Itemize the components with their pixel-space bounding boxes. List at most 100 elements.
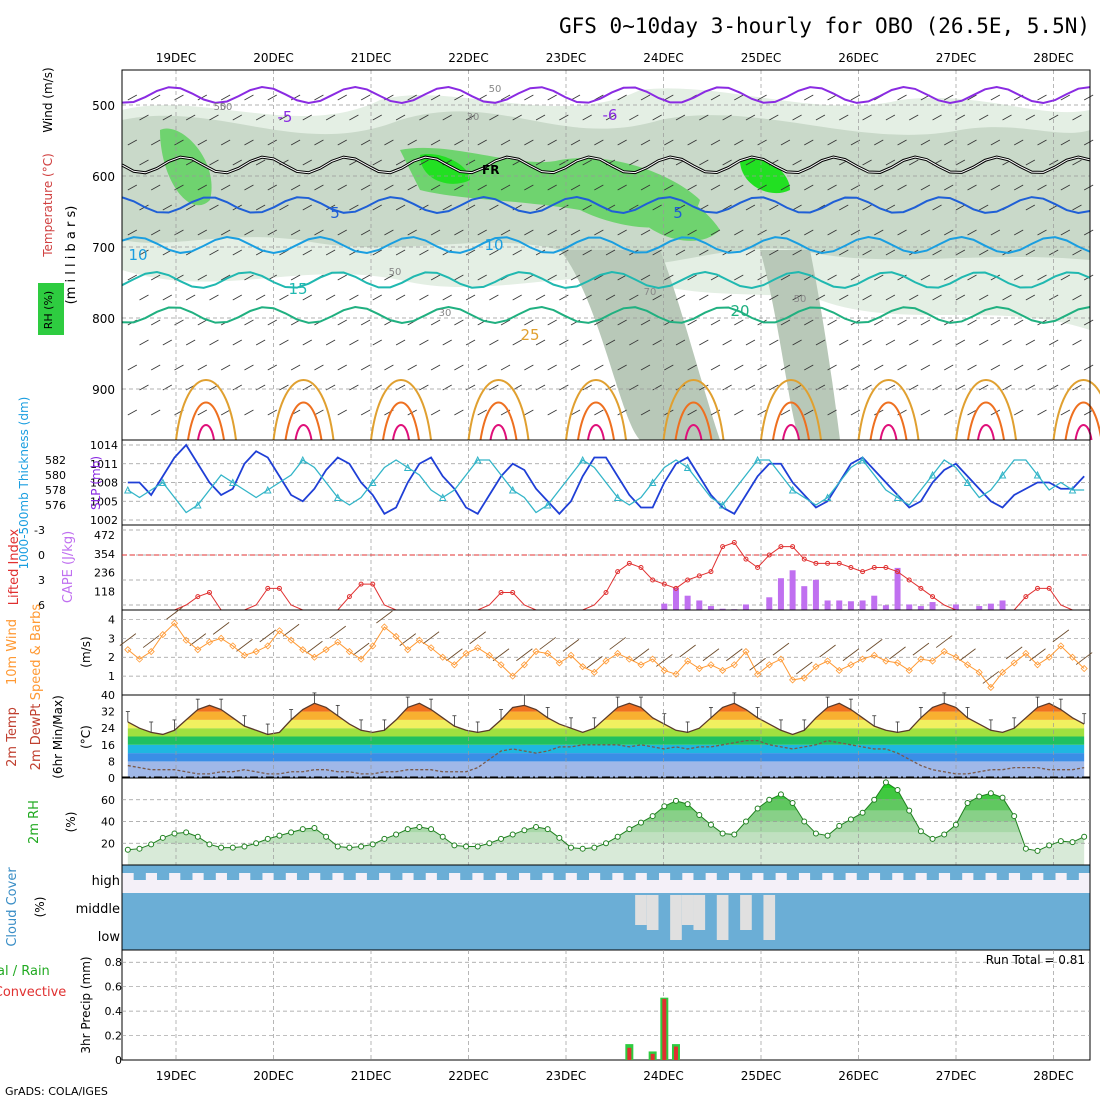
- wind-marker: [625, 655, 633, 663]
- cloud-high-bar: [436, 865, 450, 880]
- wind-barb: [512, 294, 522, 301]
- li-marker: [615, 569, 621, 575]
- wind-barb: [395, 249, 406, 256]
- wind-barb: [850, 409, 861, 416]
- wind-barb: [955, 249, 966, 256]
- wind-barb: [804, 184, 814, 191]
- slp-tick-label: 1008: [90, 477, 118, 490]
- wind-barb: [570, 364, 581, 371]
- rh-marker: [206, 841, 213, 848]
- wind-barb-10m: [236, 638, 253, 652]
- wind-marker: [602, 657, 610, 665]
- wind-tick-label: 1: [108, 670, 115, 683]
- wind-barb: [454, 364, 464, 371]
- temp-band: [127, 728, 1085, 737]
- rh-marker: [941, 831, 948, 838]
- wind-barb: [990, 319, 1001, 326]
- wind-barb: [395, 294, 406, 301]
- rh-marker: [754, 805, 761, 812]
- wind-barb: [279, 114, 289, 121]
- rh-marker: [521, 827, 528, 834]
- cape-frame: [121, 524, 1091, 611]
- wind-marker: [882, 657, 890, 665]
- cape-bar: [882, 605, 889, 610]
- wind-barb: [337, 139, 347, 146]
- cape-bar: [906, 604, 913, 610]
- wind-barb: [349, 384, 359, 391]
- cloud-high-bar: [705, 865, 718, 873]
- rh-marker: [719, 830, 726, 837]
- wind-barb: [139, 249, 149, 256]
- wind-barb: [897, 229, 907, 236]
- wind-barb-10m: [865, 638, 883, 652]
- cloud-high-bar: [331, 865, 345, 873]
- wind-barb: [1060, 364, 1071, 371]
- wind-barb: [605, 114, 616, 121]
- thickness-line: [127, 459, 1085, 514]
- wind-barb-10m: [282, 623, 300, 637]
- wind-barb: [232, 294, 242, 301]
- cloud-high-bar: [1055, 865, 1068, 873]
- cloud-high-bar: [856, 865, 869, 880]
- wind-barb: [734, 184, 744, 191]
- cloud-high-bar: [273, 865, 286, 880]
- temperature-contour: [565, 379, 627, 441]
- wind-barb: [664, 319, 674, 326]
- wind-barb: [337, 184, 347, 191]
- wind-barb: [839, 114, 849, 121]
- wind-barb: [967, 229, 977, 236]
- li-marker: [265, 585, 271, 591]
- wind-barb: [944, 409, 954, 416]
- contour-label: 10: [484, 236, 503, 254]
- wind-barb: [734, 319, 744, 326]
- wind-barb: [874, 184, 884, 191]
- wind-barb: [757, 229, 767, 236]
- wind-barb-10m: [772, 642, 790, 656]
- wind-barb: [710, 94, 721, 101]
- wind-barb: [489, 339, 499, 346]
- wind-tick-label: 2: [108, 651, 115, 664]
- rh-band: [127, 810, 1085, 822]
- rh-marker: [171, 830, 178, 837]
- wind-barb: [920, 139, 931, 146]
- contour-label: 10: [128, 246, 147, 264]
- rh-marker: [1057, 838, 1064, 845]
- wind-barb: [267, 229, 277, 236]
- freezing-level-inner: [121, 156, 1091, 174]
- li-marker: [825, 560, 831, 566]
- cloud-high-bar: [810, 865, 823, 880]
- cloud-high-bar: [413, 865, 426, 880]
- li-tick-label: 6: [38, 599, 45, 612]
- wind-barb: [885, 114, 896, 121]
- wind-barb: [547, 274, 557, 281]
- wind-barb: [804, 319, 814, 326]
- wind-barb: [944, 94, 954, 101]
- wind-barb: [874, 139, 884, 146]
- wind-barb: [162, 114, 173, 121]
- thickness-tick-label: 578: [45, 484, 66, 497]
- wind-barb: [932, 339, 942, 346]
- temp-tick-label: 0: [108, 772, 115, 785]
- rh-marker: [696, 811, 703, 818]
- thickness-marker: [333, 493, 342, 501]
- wind-barb: [279, 384, 289, 391]
- li-tick-label: -3: [34, 524, 45, 537]
- wind-marker: [952, 653, 960, 661]
- wind-barb: [407, 94, 417, 101]
- x-tick-label-top: 22DEC: [448, 51, 488, 65]
- wind-barb: [862, 249, 872, 256]
- wind-marker: [963, 661, 972, 669]
- thickness-marker: [543, 500, 552, 509]
- wind-marker: [754, 670, 762, 678]
- li-marker: [731, 540, 737, 545]
- wind-barb: [769, 114, 779, 121]
- wind-barb: [442, 204, 452, 211]
- wind-barb: [197, 409, 208, 416]
- wind-barb: [804, 409, 814, 416]
- wind-marker: [275, 627, 284, 635]
- wind-barb: [979, 384, 989, 391]
- cloud-high-bar: [483, 865, 496, 880]
- li-tick-label: 3: [38, 574, 45, 587]
- wind-barb: [955, 204, 966, 211]
- wind-barb: [337, 319, 347, 326]
